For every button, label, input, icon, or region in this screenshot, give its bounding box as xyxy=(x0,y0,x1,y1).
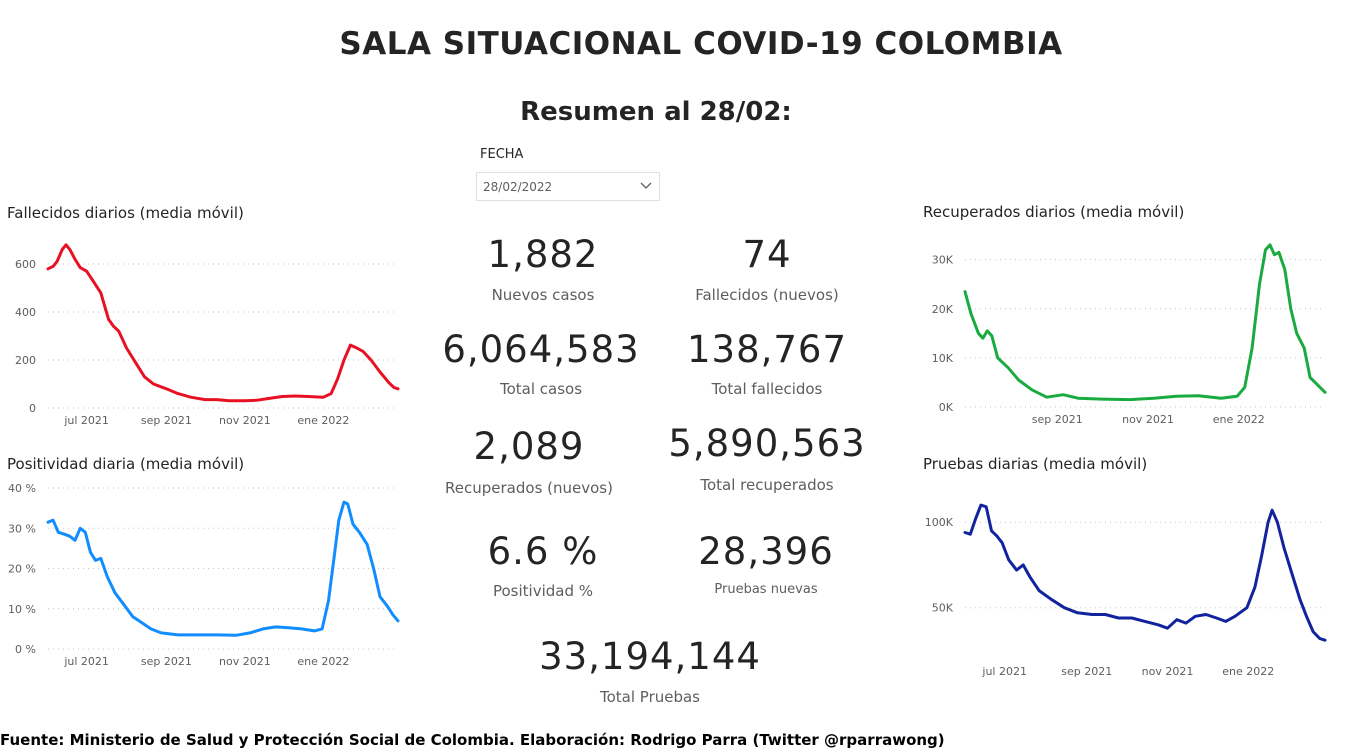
chart-positividad: 0 % 10 % 20 % 30 % 40 % jul 2021 sep 2021 nov 2… xyxy=(8,482,400,668)
x-tick-label: ene 2022 xyxy=(297,414,349,427)
x-tick-label: ene 2022 xyxy=(1222,665,1274,678)
kpi-total-pruebas-value: 33,194,144 xyxy=(539,635,761,678)
kpi-total-fallecidos-label: Total fallecidos xyxy=(711,380,823,398)
source-footer: Fuente: Ministerio de Salud y Protección… xyxy=(0,731,945,749)
x-tick-label: ene 2022 xyxy=(1213,413,1265,426)
x-tick-label: jul 2021 xyxy=(63,414,109,427)
x-tick-label: sep 2021 xyxy=(141,414,192,427)
page-subtitle: Resumen al 28/02: xyxy=(520,97,792,127)
chevron-down-icon xyxy=(640,182,652,189)
y-tick-label: 40 % xyxy=(8,482,36,495)
kpi-fallecidos-nuevos-label: Fallecidos (nuevos) xyxy=(695,286,839,304)
series-line-pruebas xyxy=(963,503,1327,642)
kpi-recuperados-nuevos-label: Recuperados (nuevos) xyxy=(445,479,613,497)
date-filter-value: 28/02/2022 xyxy=(483,180,553,194)
y-tick-label: 50K xyxy=(932,602,954,615)
date-filter-dropdown[interactable]: 28/02/2022 xyxy=(476,172,660,201)
x-tick-label: sep 2021 xyxy=(1032,413,1083,426)
series-line-fallecidos xyxy=(46,243,400,403)
date-filter-label: FECHA xyxy=(480,147,524,162)
x-tick-label: ene 2022 xyxy=(297,655,349,668)
y-tick-label: 10 % xyxy=(8,603,36,616)
y-tick-label: 0 xyxy=(29,402,36,415)
y-tick-label: 200 xyxy=(15,354,36,367)
chart-title-pruebas: Pruebas diarias (media móvil) xyxy=(923,455,1148,473)
kpi-total-recuperados-label: Total recuperados xyxy=(700,476,834,494)
y-tick-label: 30K xyxy=(932,254,954,267)
chart-fallecidos: 0 200 400 600 jul 2021 sep 2021 nov 2021 ene 20… xyxy=(15,243,400,427)
x-tick-label: nov 2021 xyxy=(1142,665,1194,678)
chart-recuperados: 0K 10K 20K 30K sep 2021 nov 2021 ene 2022 xyxy=(932,243,1327,426)
y-tick-label: 600 xyxy=(15,258,36,271)
kpi-nuevos-casos-value: 1,882 xyxy=(487,233,599,276)
y-tick-label: 0K xyxy=(939,401,954,414)
x-tick-label: jul 2021 xyxy=(63,655,109,668)
x-tick-label: sep 2021 xyxy=(141,655,192,668)
kpi-positividad-value: 6.6 % xyxy=(487,530,599,573)
y-tick-label: 100K xyxy=(925,516,954,529)
kpi-total-fallecidos-value: 138,767 xyxy=(686,328,847,371)
y-tick-label: 20 % xyxy=(8,563,36,576)
x-tick-label: jul 2021 xyxy=(981,665,1027,678)
kpi-pruebas-nuevas-label: Pruebas nuevas xyxy=(714,582,818,597)
page-title: SALA SITUACIONAL COVID-19 COLOMBIA xyxy=(339,26,1063,62)
kpi-nuevos-casos-label: Nuevos casos xyxy=(491,286,595,304)
kpi-fallecidos-nuevos-value: 74 xyxy=(742,233,792,276)
x-tick-label: nov 2021 xyxy=(219,655,271,668)
chart-title-fallecidos: Fallecidos diarios (media móvil) xyxy=(7,204,244,222)
chart-title-positividad: Positividad diaria (media móvil) xyxy=(7,455,245,473)
series-line-positividad xyxy=(46,500,400,637)
x-tick-label: nov 2021 xyxy=(219,414,271,427)
chart-pruebas: 50K 100K jul 2021 sep 2021 nov 2021 ene 2022 xyxy=(925,503,1327,678)
y-tick-label: 400 xyxy=(15,306,36,319)
x-tick-label: nov 2021 xyxy=(1122,413,1174,426)
y-tick-label: 10K xyxy=(932,352,954,365)
kpi-total-casos-label: Total casos xyxy=(499,380,583,398)
kpi-total-pruebas-label: Total Pruebas xyxy=(599,688,700,706)
kpi-total-recuperados-value: 5,890,563 xyxy=(668,422,866,465)
y-tick-label: 30 % xyxy=(8,522,36,535)
series-line-recuperados xyxy=(963,243,1327,402)
kpi-positividad-label: Positividad % xyxy=(492,582,594,600)
y-tick-label: 0 % xyxy=(15,643,36,656)
kpi-total-casos-value: 6,064,583 xyxy=(442,328,640,371)
kpi-recuperados-nuevos-value: 2,089 xyxy=(473,425,585,468)
kpi-pruebas-nuevas-value: 28,396 xyxy=(698,530,834,573)
x-tick-label: sep 2021 xyxy=(1061,665,1112,678)
y-tick-label: 20K xyxy=(932,303,954,316)
chart-title-recuperados: Recuperados diarios (media móvil) xyxy=(923,203,1185,221)
